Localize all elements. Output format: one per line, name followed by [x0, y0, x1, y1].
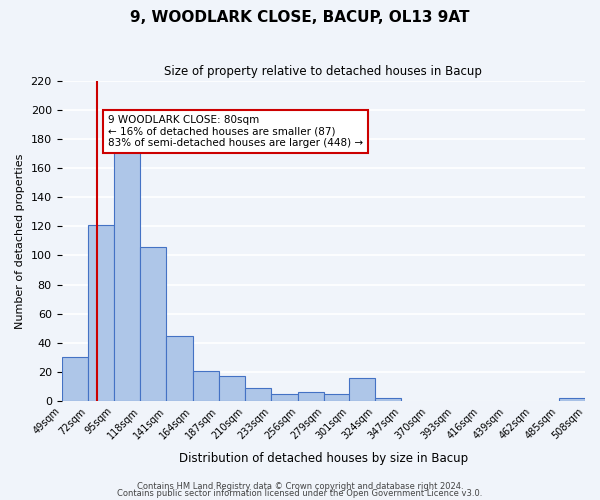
Text: 9 WOODLARK CLOSE: 80sqm
← 16% of detached houses are smaller (87)
83% of semi-de: 9 WOODLARK CLOSE: 80sqm ← 16% of detache…	[108, 115, 363, 148]
Bar	[193, 370, 219, 401]
Bar	[62, 358, 88, 401]
Bar	[140, 246, 166, 401]
Y-axis label: Number of detached properties: Number of detached properties	[15, 153, 25, 328]
Bar	[298, 392, 324, 401]
Text: Contains HM Land Registry data © Crown copyright and database right 2024.: Contains HM Land Registry data © Crown c…	[137, 482, 463, 491]
Bar	[349, 378, 375, 401]
Bar	[324, 394, 350, 401]
X-axis label: Distribution of detached houses by size in Bacup: Distribution of detached houses by size …	[179, 452, 468, 465]
Bar	[375, 398, 401, 401]
Bar	[559, 398, 585, 401]
Bar	[271, 394, 298, 401]
Bar	[88, 225, 114, 401]
Title: Size of property relative to detached houses in Bacup: Size of property relative to detached ho…	[164, 65, 482, 78]
Bar	[114, 146, 140, 401]
Text: 9, WOODLARK CLOSE, BACUP, OL13 9AT: 9, WOODLARK CLOSE, BACUP, OL13 9AT	[130, 10, 470, 25]
Bar	[219, 376, 245, 401]
Bar	[245, 388, 271, 401]
Text: Contains public sector information licensed under the Open Government Licence v3: Contains public sector information licen…	[118, 489, 482, 498]
Bar	[166, 336, 193, 401]
